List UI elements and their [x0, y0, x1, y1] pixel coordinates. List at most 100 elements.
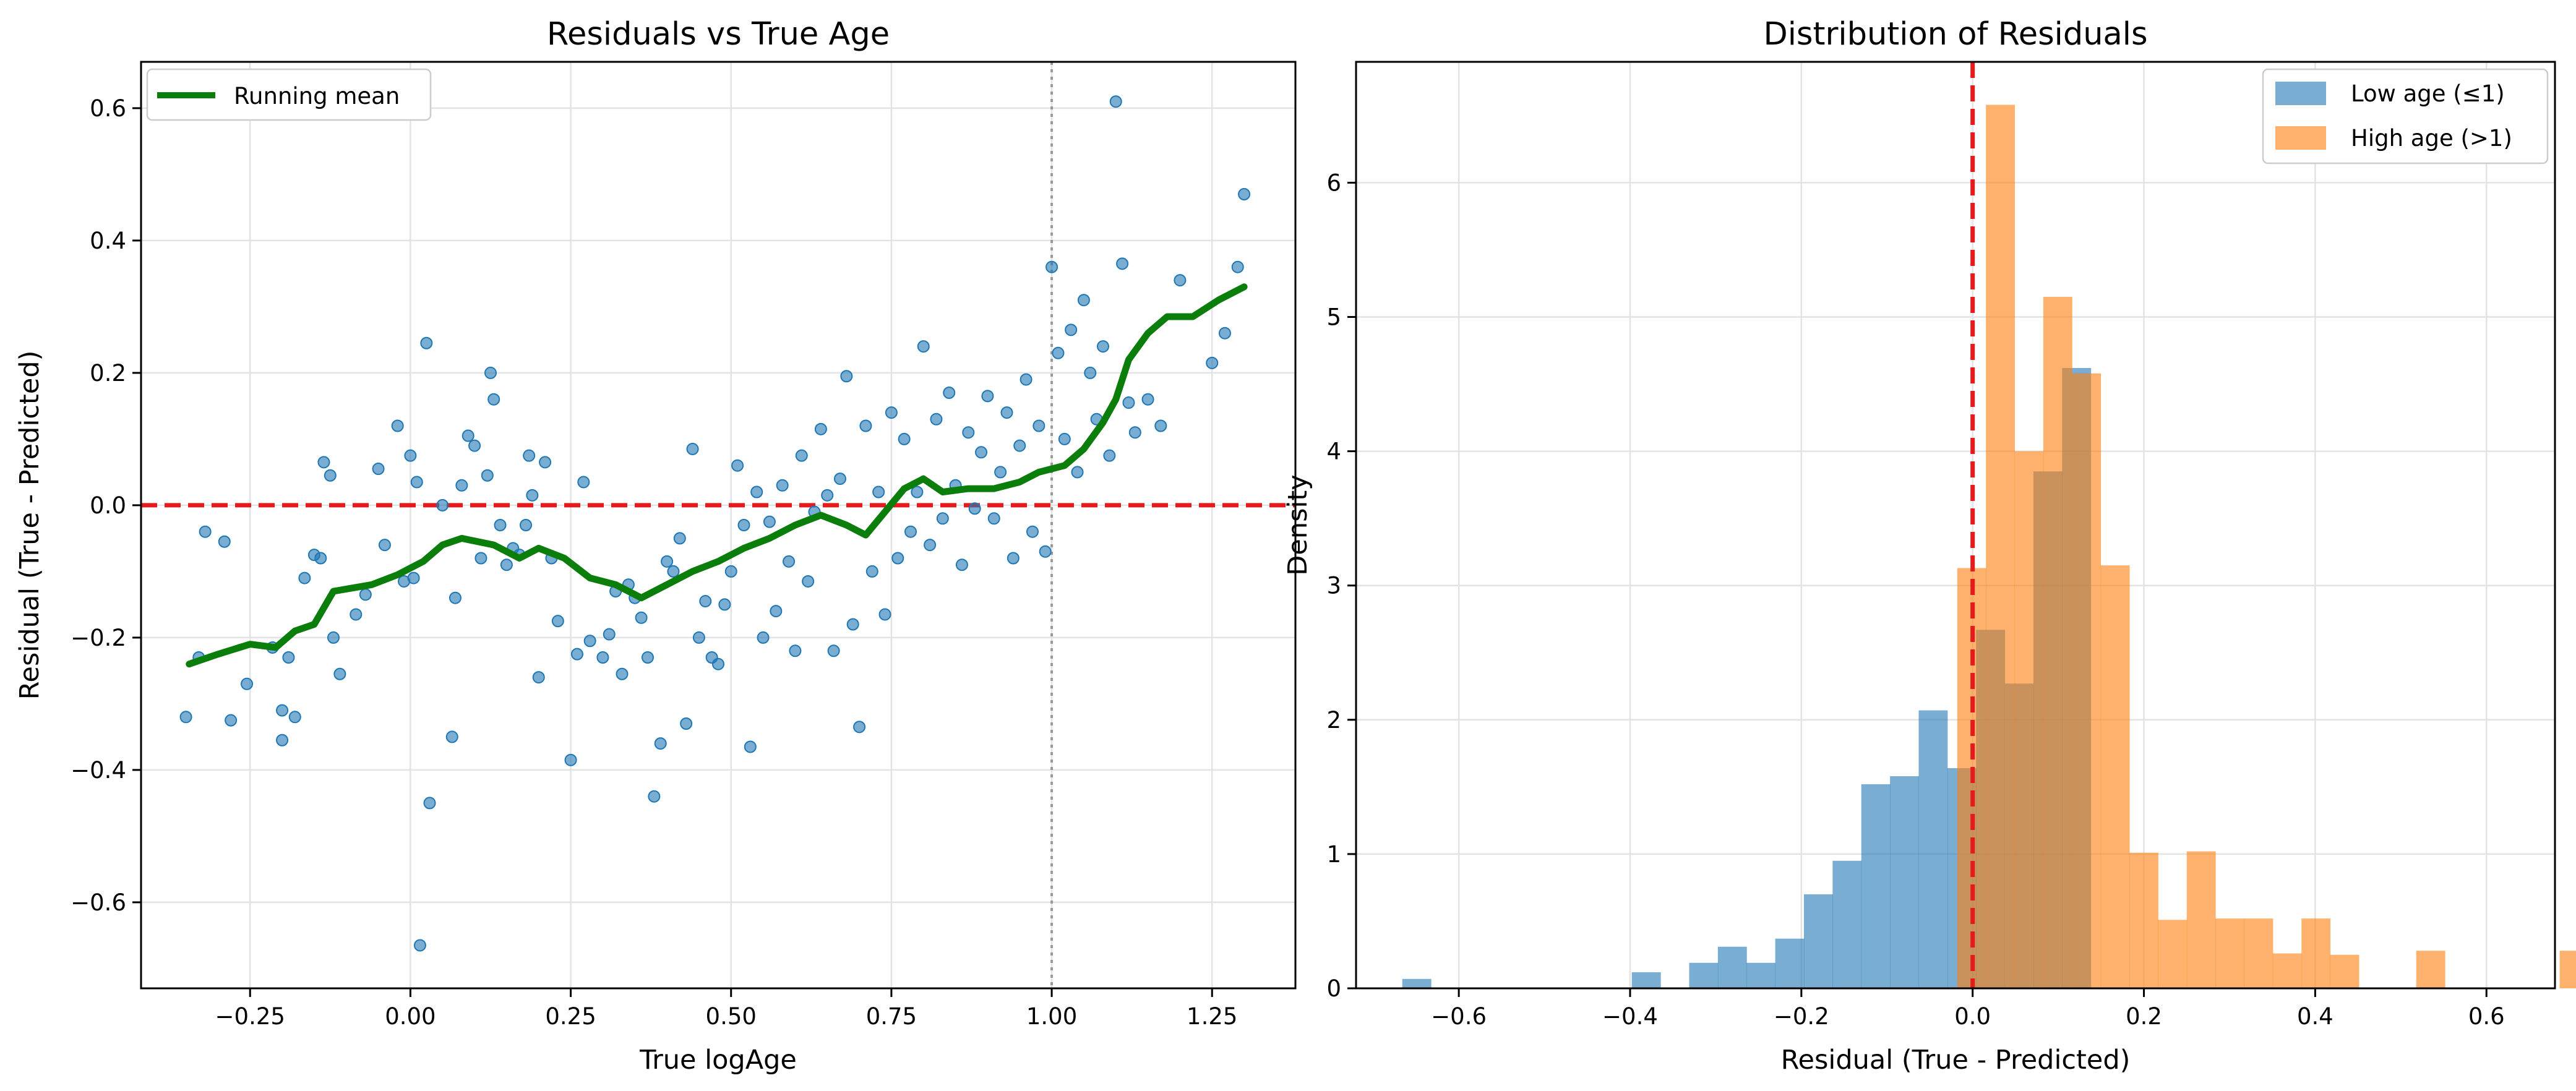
- residuals-histogram-panel: Distribution of Residuals −0.6 −0.4 −0.2 0.…: [1282, 16, 2576, 1076]
- histogram-bar-high-age: [1986, 105, 2016, 989]
- scatter-point: [1218, 327, 1231, 340]
- scatter-point: [878, 608, 891, 621]
- scatter-point: [667, 565, 680, 578]
- y-tick-label: 1: [1326, 841, 1341, 868]
- left-x-axis-label: True logAge: [639, 1045, 797, 1076]
- scatter-point: [661, 555, 674, 568]
- histogram-bar-low-age: [1890, 776, 1919, 988]
- scatter-point: [750, 486, 763, 498]
- scatter-point: [577, 476, 590, 489]
- scatter-point: [981, 390, 994, 403]
- right-y-axis-label: Density: [1282, 474, 1313, 575]
- y-tick-label: 0.6: [90, 95, 126, 122]
- scatter-point: [410, 476, 423, 489]
- scatter-point: [731, 459, 744, 472]
- scatter-point: [539, 456, 552, 469]
- scatter-point: [1020, 373, 1033, 386]
- scatter-point: [1065, 323, 1078, 336]
- scatter-point: [1058, 432, 1071, 445]
- histogram-bar-high-age: [2129, 852, 2158, 988]
- x-tick-label: 0.6: [2468, 1003, 2505, 1030]
- scatter-point: [484, 366, 497, 379]
- histogram-bar-high-age: [2014, 451, 2044, 988]
- scatter-point: [865, 565, 878, 578]
- scatter-point: [635, 611, 648, 624]
- histogram-bar-high-age: [2416, 951, 2445, 988]
- scatter-point: [1013, 439, 1026, 452]
- scatter-point: [718, 598, 731, 611]
- scatter-point: [298, 571, 311, 584]
- scatter-point: [445, 730, 458, 743]
- scatter-point: [641, 651, 654, 664]
- right-legend-box: [2262, 68, 2549, 165]
- histogram-bar-high-age: [2330, 954, 2359, 988]
- scatter-point: [1033, 419, 1045, 432]
- scatter-point: [1000, 406, 1013, 419]
- scatter-point: [1122, 396, 1135, 409]
- scatter-point: [770, 605, 783, 618]
- scatter-point: [943, 387, 956, 399]
- x-tick-label: −0.2: [1774, 1003, 1829, 1030]
- scatter-point: [724, 565, 737, 578]
- scatter-point: [603, 628, 616, 641]
- scatter-point: [994, 466, 1007, 479]
- y-tick-label: 0: [1326, 975, 1341, 1002]
- left-y-axis-label: Residual (True - Predicted): [14, 351, 45, 700]
- scatter-point: [1007, 552, 1020, 565]
- scatter-point: [1174, 274, 1187, 287]
- running-mean-line: [186, 283, 1248, 668]
- scatter-point: [821, 489, 834, 502]
- scatter-point: [891, 552, 904, 565]
- scatter-point: [324, 469, 337, 482]
- scatter-point: [763, 515, 776, 528]
- y-tick-label: −0.4: [71, 757, 126, 784]
- legend-label-low-age: Low age (≤1): [2351, 80, 2505, 107]
- scatter-point: [846, 618, 859, 631]
- histogram-bar-high-age: [2301, 918, 2331, 988]
- scatter-point: [378, 539, 391, 552]
- scatter-point: [423, 797, 436, 810]
- scatter-point: [917, 340, 930, 353]
- residuals-scatter-panel: Residuals vs True Age −0.25 0.00 0.25 0.50 0…: [14, 16, 1297, 1076]
- scatter-point: [898, 432, 911, 445]
- y-tick-label: −0.2: [71, 625, 126, 651]
- histogram-bar-high-age: [2186, 851, 2216, 988]
- scatter-point: [314, 552, 327, 565]
- scatter-point: [904, 525, 917, 538]
- x-tick-label: 0.75: [866, 1003, 917, 1030]
- right-plot-frame: [1355, 61, 2556, 990]
- y-tick-label: −0.6: [71, 889, 126, 916]
- x-tick-label: −0.25: [215, 1003, 285, 1030]
- scatter-point: [282, 651, 295, 664]
- legend-label-running-mean: Running mean: [234, 83, 400, 109]
- scatter-point: [1154, 419, 1167, 432]
- scatter-point: [975, 446, 988, 459]
- scatter-point: [814, 422, 827, 435]
- scatter-point: [1238, 188, 1251, 200]
- scatter-point: [404, 449, 417, 462]
- scatter-point: [1071, 466, 1084, 479]
- scatter-point: [872, 486, 885, 498]
- scatter-point: [420, 336, 433, 349]
- scatter-point: [1103, 449, 1116, 462]
- scatter-point: [1231, 260, 1244, 273]
- scatter-point: [494, 519, 507, 531]
- scatter-point: [276, 734, 289, 747]
- scatter-point: [413, 939, 426, 952]
- histogram-bar-high-age: [2244, 918, 2273, 988]
- legend-label-high-age: High age (>1): [2351, 125, 2512, 152]
- x-tick-label: −0.4: [1602, 1003, 1658, 1030]
- scatter-point: [936, 512, 949, 525]
- scatter-point: [737, 519, 750, 531]
- scatter-point: [827, 644, 840, 657]
- histogram-bar-low-age: [1803, 894, 1833, 988]
- scatter-point: [523, 449, 536, 462]
- scatter-point: [564, 753, 577, 766]
- y-tick-label: 3: [1326, 573, 1341, 599]
- scatter-point: [179, 711, 192, 724]
- left-legend: Running mean: [146, 68, 432, 121]
- scatter-point: [1097, 340, 1109, 353]
- scatter-point: [859, 419, 872, 432]
- x-tick-label: −0.6: [1431, 1003, 1487, 1030]
- scatter-point: [481, 469, 494, 482]
